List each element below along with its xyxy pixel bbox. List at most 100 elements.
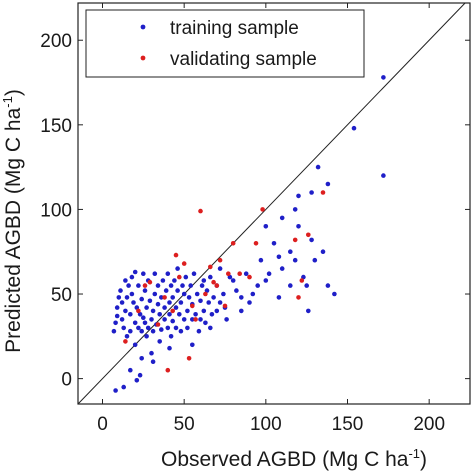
data-point-training <box>129 274 135 280</box>
legend-label-validating: validating sample <box>170 49 317 70</box>
data-point-training <box>128 312 133 317</box>
data-point-training <box>152 271 158 277</box>
x-tick-label: 50 <box>174 414 195 435</box>
data-point-training <box>258 257 264 263</box>
data-point-training <box>175 288 180 293</box>
data-point-training <box>118 288 123 293</box>
data-point-training <box>157 312 162 317</box>
y-tick-label: 0 <box>61 370 72 391</box>
data-point-training <box>247 300 252 305</box>
data-point-validating <box>186 356 192 361</box>
data-point-training <box>243 271 249 277</box>
data-point-training <box>167 312 172 317</box>
data-point-training <box>167 345 172 351</box>
data-point-training <box>263 224 269 229</box>
data-point-training <box>152 291 158 297</box>
data-point-training <box>155 301 161 307</box>
data-point-training <box>160 278 166 283</box>
data-point-training <box>172 278 177 283</box>
data-point-training <box>144 334 149 339</box>
data-point-training <box>150 359 156 365</box>
data-point-training <box>175 266 180 271</box>
data-point-training <box>111 328 117 334</box>
data-point-validating <box>226 271 231 277</box>
data-point-training <box>211 295 216 300</box>
data-point-validating <box>190 303 195 309</box>
data-point-training <box>250 291 256 297</box>
data-point-training <box>185 325 190 331</box>
data-point-training <box>131 300 136 305</box>
data-point-training <box>181 317 187 322</box>
data-point-training <box>224 317 229 322</box>
data-point-training <box>136 283 141 288</box>
data-point-training <box>168 283 174 288</box>
data-point-training <box>180 283 185 288</box>
data-point-training <box>178 300 184 305</box>
data-point-training <box>159 295 164 300</box>
data-point-training <box>150 328 156 334</box>
data-point-validating <box>237 271 242 277</box>
data-point-training <box>116 295 122 300</box>
data-point-training <box>208 274 213 280</box>
data-point-training <box>191 271 197 277</box>
data-point-training <box>217 300 223 305</box>
data-point-training <box>114 305 120 310</box>
data-point-training <box>128 367 133 373</box>
data-point-training <box>325 283 331 288</box>
data-point-validating <box>292 237 298 243</box>
data-point-training <box>123 308 128 314</box>
data-point-training <box>145 325 151 331</box>
data-point-training <box>239 308 244 314</box>
data-point-training <box>163 288 169 293</box>
legend: training sample validating sample <box>85 9 365 78</box>
data-point-training <box>142 288 148 293</box>
data-point-training <box>139 296 144 302</box>
data-point-training <box>128 328 133 334</box>
data-point-training <box>315 164 321 170</box>
data-point-training <box>132 342 138 348</box>
data-point-training <box>155 283 161 288</box>
data-point-training <box>124 295 130 300</box>
data-point-training <box>136 325 141 331</box>
x-tick-label: 150 <box>332 414 364 435</box>
data-point-training <box>141 271 146 277</box>
data-point-validating <box>306 232 311 238</box>
y-tick-label: 200 <box>40 31 72 52</box>
data-point-training <box>208 325 213 331</box>
data-point-training <box>209 312 215 317</box>
data-point-training <box>150 308 156 314</box>
data-point-training <box>132 269 138 275</box>
data-point-validating <box>177 274 182 280</box>
y-tick-label: 100 <box>40 200 72 221</box>
data-point-training <box>149 350 154 356</box>
data-point-training <box>279 266 285 271</box>
data-point-validating <box>296 295 301 300</box>
data-point-training <box>162 317 167 322</box>
data-point-training <box>332 291 337 297</box>
data-point-validating <box>147 279 153 285</box>
data-point-training <box>137 312 143 317</box>
data-point-training <box>292 207 298 212</box>
data-point-training <box>141 315 146 321</box>
data-point-validating <box>222 303 228 309</box>
data-point-training <box>271 241 277 246</box>
data-point-training <box>178 328 184 334</box>
data-point-training <box>288 249 293 254</box>
data-point-training <box>292 257 298 263</box>
data-point-validating <box>214 283 220 288</box>
data-point-validating <box>181 261 187 266</box>
data-point-training <box>239 295 244 300</box>
data-point-training <box>198 317 203 322</box>
data-point-training <box>167 300 172 305</box>
data-point-training <box>126 283 131 288</box>
data-point-validating <box>170 308 175 314</box>
data-point-training <box>263 278 269 283</box>
data-point-training <box>119 317 125 322</box>
data-point-training <box>201 308 207 314</box>
data-point-training <box>217 266 223 271</box>
data-point-training <box>190 342 195 348</box>
data-point-training <box>139 356 144 361</box>
data-point-training <box>165 325 171 331</box>
data-point-training <box>114 313 120 319</box>
